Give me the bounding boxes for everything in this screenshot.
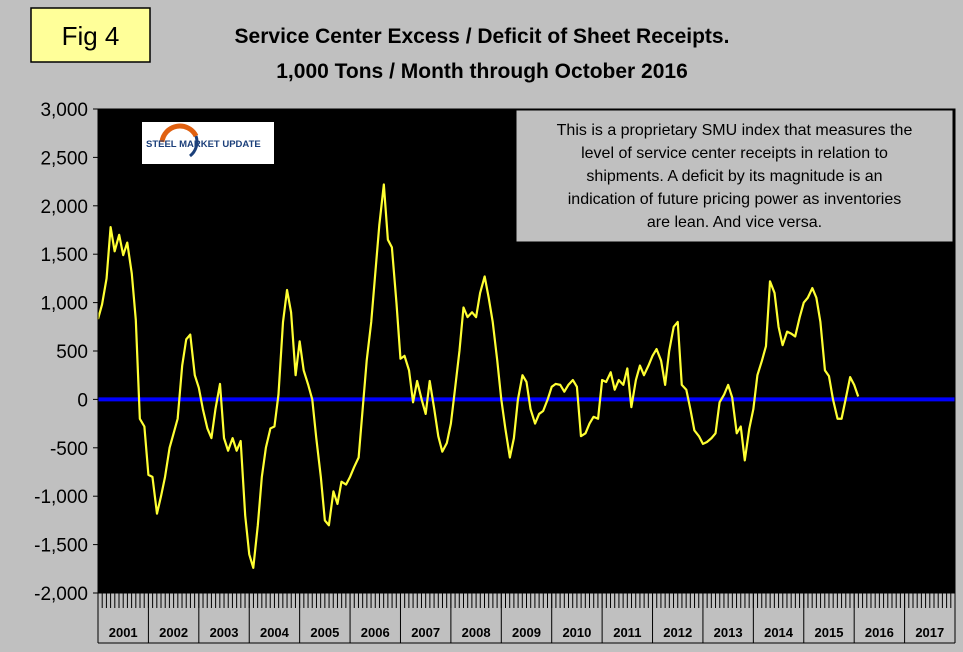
y-axis: 3,000 2,500 2,000 1,500 1,000 500 0 -500 -1,000 -…: [34, 100, 98, 605]
x-year-label: 2016: [865, 625, 894, 640]
y-tick-label: 1,000: [40, 294, 88, 315]
annotation-line-2: level of service center receipts in rela…: [581, 145, 888, 162]
y-tick-label: 1,500: [40, 245, 88, 266]
y-tick-label: -1,500: [34, 536, 88, 557]
x-year-label: 2009: [512, 625, 541, 640]
logo-text: STEEL MARKET UPDATE: [146, 139, 261, 150]
steel-market-update-logo: STEEL MARKET UPDATE: [142, 122, 274, 164]
x-year-label: 2008: [462, 625, 491, 640]
y-tick-label: -2,000: [34, 584, 88, 605]
annotation-box: [515, 109, 954, 243]
y-tick-label: 500: [56, 342, 88, 363]
y-tick-label: 2,000: [40, 197, 88, 218]
x-year-label: 2007: [411, 625, 440, 640]
x-year-label: 2005: [310, 625, 339, 640]
x-year-label: 2010: [562, 625, 591, 640]
y-tick-label: 3,000: [40, 100, 88, 121]
figure-label-box: [30, 7, 151, 63]
y-tick-label: -500: [50, 439, 88, 460]
x-year-label: 2013: [714, 625, 743, 640]
x-year-label: 2001: [109, 625, 138, 640]
y-tick-label: -1,000: [34, 487, 88, 508]
x-year-label: 2006: [361, 625, 390, 640]
annotation-line-4: indication of future pricing power as in…: [568, 191, 902, 208]
plot-border: [97, 108, 956, 594]
annotation: This is a proprietary SMU index that mea…: [515, 109, 954, 243]
x-year-label: 2017: [915, 625, 944, 640]
logo-arc-icon: [188, 135, 199, 158]
x-year-label: 2004: [260, 625, 290, 640]
annotation-line-1: This is a proprietary SMU index that mea…: [557, 122, 913, 139]
x-year-label: 2002: [159, 625, 188, 640]
x-axis: 2001 2002 2003 2004 2005 2006 2007 2008 2009 2010…: [97, 593, 956, 644]
x-year-label: 2012: [663, 625, 692, 640]
figure-label-text: Fig 4: [62, 21, 120, 51]
x-year-label: 2003: [210, 625, 239, 640]
annotation-line-5: are lean. And vice versa.: [647, 214, 822, 231]
x-year-label: 2011: [613, 625, 641, 640]
annotation-line-3: shipments. A deficit by its magnitude is…: [586, 168, 882, 185]
logo-swoosh-icon: [159, 123, 199, 143]
x-year-label: 2015: [815, 625, 844, 640]
figure-label: Fig 4: [30, 7, 151, 63]
chart-title-line-2: 1,000 Tons / Month through October 2016: [276, 60, 688, 83]
x-year-label: 2014: [764, 625, 794, 640]
chart-title-line-1: Service Center Excess / Deficit of Sheet…: [235, 25, 730, 48]
series-line: [96, 183, 860, 569]
y-tick-label: 0: [77, 390, 88, 411]
logo-background: [142, 122, 274, 164]
y-tick-label: 2,500: [40, 148, 88, 169]
